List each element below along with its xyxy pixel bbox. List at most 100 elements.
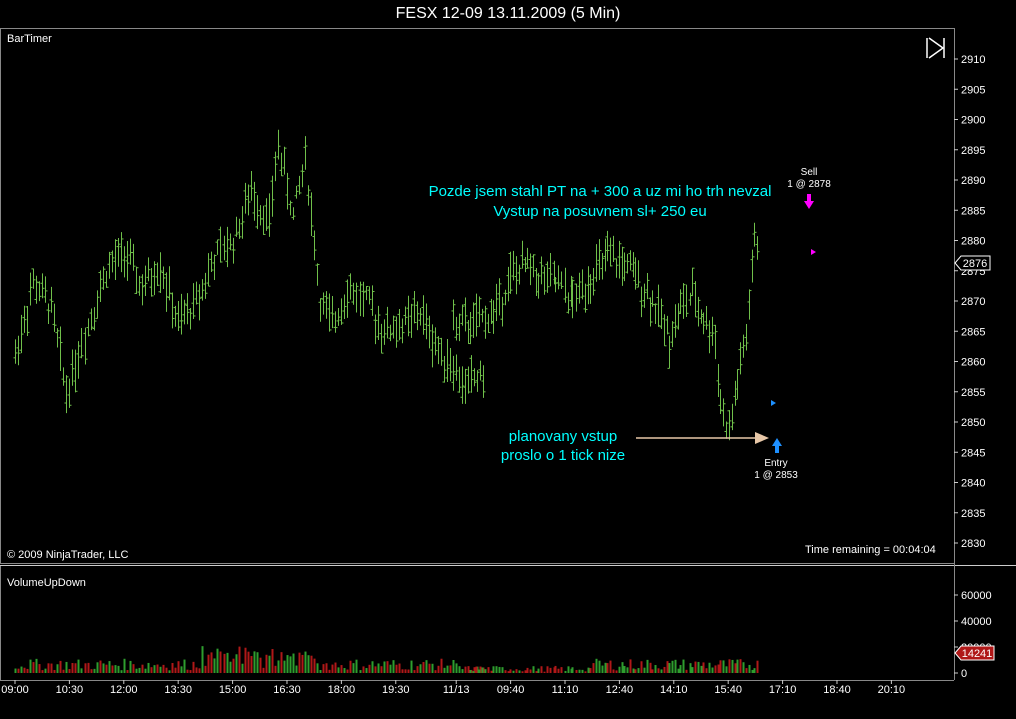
volume-bar <box>62 669 65 673</box>
ohlc-bar <box>342 294 347 320</box>
volume-bar <box>546 666 549 673</box>
window-title: FESX 12-09 13.11.2009 (5 Min) <box>395 5 621 22</box>
ohlc-bar <box>188 307 193 330</box>
ohlc-bar <box>750 249 755 283</box>
volume-bar <box>289 656 292 673</box>
volume-bar <box>578 669 581 673</box>
ohlc-bar <box>321 292 326 315</box>
volume-bar <box>77 659 80 673</box>
volume-bar <box>728 659 731 673</box>
ohlc-bar <box>622 252 627 282</box>
volume-bar <box>159 666 162 673</box>
ohlc-bar <box>228 233 233 251</box>
volume-bar <box>643 667 646 673</box>
ohlc-bar <box>367 286 372 305</box>
chart-end-icon[interactable] <box>924 37 946 59</box>
volume-bar <box>168 670 171 673</box>
ohlc-bar <box>433 327 438 356</box>
volume-bar <box>241 663 244 673</box>
volume-bar <box>751 669 754 673</box>
ohlc-bar <box>704 306 709 330</box>
ohlc-bar <box>553 276 558 293</box>
volume-bar <box>271 649 274 673</box>
ohlc-bar <box>203 272 208 299</box>
ohlc-bar <box>673 304 678 338</box>
time-tick-label: 11:10 <box>552 684 579 696</box>
ohlc-bar <box>497 278 502 316</box>
ohlc-bar <box>478 360 483 381</box>
ohlc-bar <box>483 305 488 339</box>
ohlc-bar <box>37 281 42 302</box>
volume-bar <box>126 670 129 673</box>
ohlc-bar <box>480 308 485 323</box>
ohlc-bar <box>176 301 181 331</box>
volume-bar <box>256 652 259 673</box>
ohlc-bar <box>477 296 482 327</box>
volume-bar <box>612 669 615 673</box>
volume-bar <box>731 659 734 673</box>
ohlc-bar <box>391 315 396 339</box>
volume-bar <box>56 664 59 673</box>
volume-bar <box>557 668 560 673</box>
sell-label: Sell <box>800 167 818 178</box>
volume-bar <box>753 668 756 673</box>
ohlc-bar <box>246 184 251 216</box>
volume-bar <box>68 669 71 673</box>
volume-bar <box>392 660 395 673</box>
planned-entry-arrow <box>636 432 769 444</box>
volume-bar <box>694 661 697 673</box>
volume-bar <box>437 665 440 673</box>
volume-bar <box>481 667 484 673</box>
ohlc-bar <box>234 216 239 237</box>
ohlc-bar <box>617 240 622 279</box>
ohlc-bar <box>653 303 658 324</box>
ohlc-bar <box>636 260 641 288</box>
volume-bar <box>283 660 286 673</box>
volume-bar <box>219 651 222 673</box>
ohlc-bar <box>520 240 525 269</box>
ohlc-bar <box>469 355 474 393</box>
ohlc-bar <box>64 375 69 414</box>
ohlc-bar <box>718 389 723 414</box>
ohlc-bar <box>95 290 100 319</box>
ohlc-bar <box>662 314 667 347</box>
ohlc-bar <box>113 239 118 281</box>
ohlc-bar <box>625 253 630 274</box>
volume-bar <box>371 661 374 673</box>
ohlc-bar <box>173 305 178 327</box>
price-tick-label: 2865 <box>961 326 985 338</box>
price-tick-label: 2860 <box>961 357 985 369</box>
volume-bar <box>307 655 310 673</box>
volume-bar <box>298 652 301 673</box>
current-price-tag: 2876 <box>954 255 991 271</box>
volume-bar <box>17 668 20 673</box>
ohlc-bar <box>318 298 323 322</box>
volume-bar <box>512 670 515 673</box>
ohlc-bar <box>158 252 163 293</box>
ohlc-bar <box>28 272 33 306</box>
ohlc-bar <box>330 295 335 329</box>
copyright: © 2009 NinjaTrader, LLC <box>7 549 129 561</box>
ohlc-bar <box>418 307 423 326</box>
ohlc-bar <box>466 366 471 394</box>
volume-bar <box>343 668 346 673</box>
volume-bar <box>618 666 621 673</box>
volume-bar <box>452 665 455 673</box>
ohlc-bar <box>382 319 387 345</box>
ohlc-bar <box>146 257 151 282</box>
ohlc-bar <box>633 257 638 290</box>
ohlc-bar <box>19 314 24 354</box>
ohlc-bar <box>252 181 257 221</box>
ohlc-bar <box>463 297 468 332</box>
ohlc-bar <box>218 226 223 263</box>
ohlc-bar <box>388 324 393 342</box>
ohlc-bar <box>707 320 712 354</box>
volume-bar <box>702 662 705 673</box>
volume-bar <box>138 667 141 673</box>
volume-bar <box>90 669 93 673</box>
volume-bar <box>734 663 737 673</box>
ohlc-bar <box>454 316 459 341</box>
volume-bar <box>567 666 570 673</box>
volume-bar <box>44 668 47 673</box>
volume-bar <box>708 662 711 673</box>
